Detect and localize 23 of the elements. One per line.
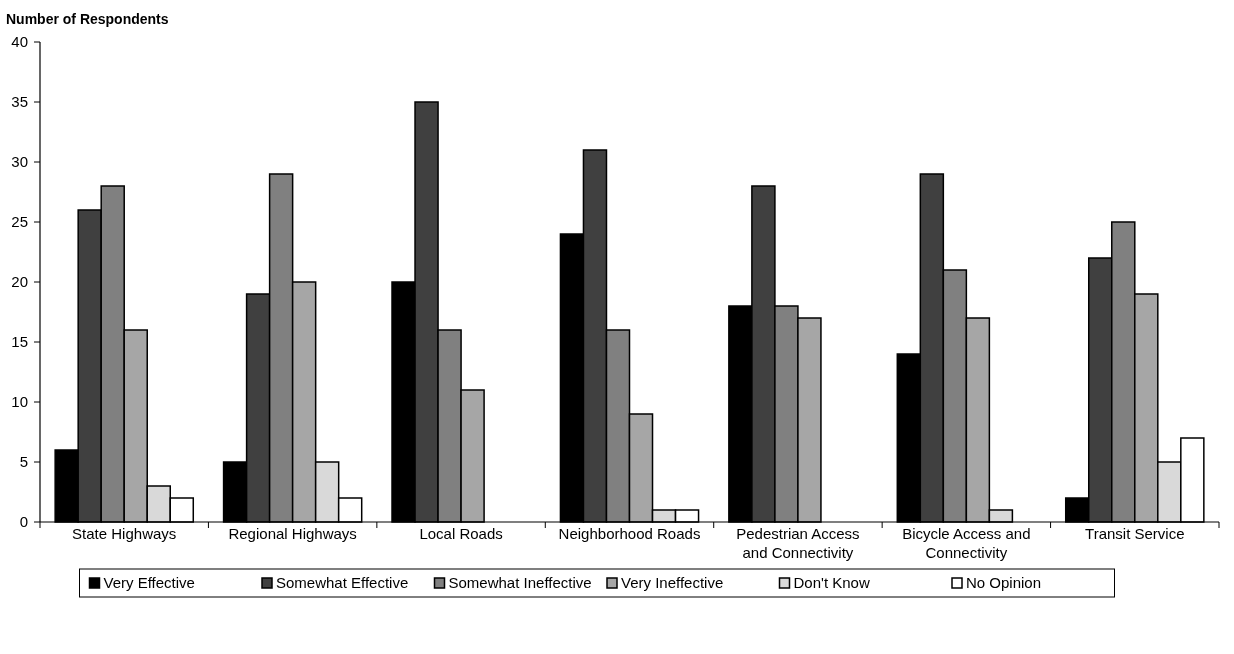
y-axis-title: Number of Respondents <box>6 11 169 27</box>
legend-label: Somewhat Effective <box>276 574 409 592</box>
x-tick-label: State Highways <box>72 525 177 542</box>
legend-label: Very Effective <box>103 574 195 592</box>
legend-label: Very Ineffective <box>621 574 724 592</box>
y-tick-label: 0 <box>19 513 28 531</box>
y-tick-label: 30 <box>11 153 28 171</box>
y-tick-label: 20 <box>11 273 28 291</box>
y-tick-label: 15 <box>11 333 28 351</box>
legend-label: Don't Know <box>793 574 870 592</box>
y-tick-label: 25 <box>11 213 28 231</box>
y-tick-label: 35 <box>11 93 28 111</box>
x-tick-label: Bicycle Access and Connectivity <box>902 525 1031 561</box>
legend-label: No Opinion <box>966 574 1042 592</box>
x-tick-label: Regional Highways <box>228 525 357 542</box>
y-tick-label: 40 <box>11 33 28 51</box>
x-tick-label: Transit Service <box>1085 525 1185 542</box>
y-tick-label: 10 <box>11 393 28 411</box>
y-tick-label: 5 <box>19 453 28 471</box>
legend-label: Somewhat Ineffective <box>448 574 592 592</box>
x-tick-label: Pedestrian Access and Connectivity <box>736 525 860 561</box>
x-tick-label: Local Roads <box>419 525 503 542</box>
x-tick-label: Neighborhood Roads <box>558 525 701 542</box>
